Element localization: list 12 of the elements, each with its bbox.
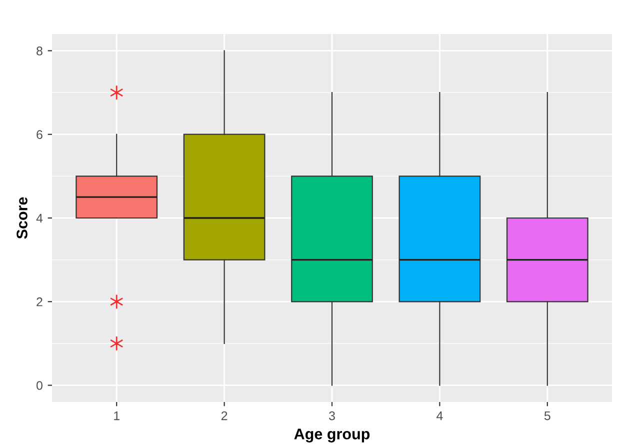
y-tick-label: 2 xyxy=(36,297,42,306)
x-tick-label: 1 xyxy=(114,411,120,420)
x-tick-label: 5 xyxy=(544,411,550,420)
x-axis-title: Age group xyxy=(294,428,370,442)
y-tick-label: 4 xyxy=(36,214,43,223)
y-tick-label: 0 xyxy=(36,381,42,390)
y-tick-label: 8 xyxy=(36,46,42,56)
y-axis-title: Score xyxy=(16,197,28,239)
x-tick-label: 3 xyxy=(329,411,335,420)
y-tick-label: 6 xyxy=(36,130,42,140)
x-tick-label: 4 xyxy=(436,411,443,420)
x-tick-label: 2 xyxy=(221,411,228,420)
